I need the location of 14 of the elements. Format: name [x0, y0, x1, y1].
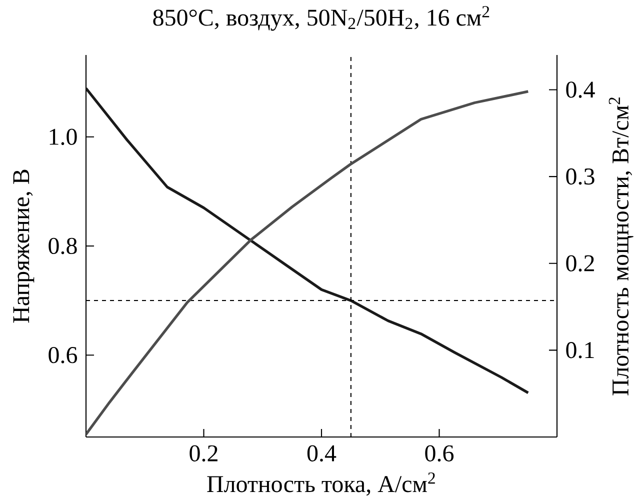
- y-axis-title: Напряжение, В: [13, 170, 34, 323]
- x-axis-title: Плотность тока, А/см$^{2}$: [207, 472, 435, 496]
- y-tick-label: 0.6: [48, 346, 78, 364]
- y2-tick-label: 0.1: [566, 342, 594, 358]
- x-tick-label: 0.2: [190, 445, 218, 462]
- y2-tick-label: 0.3: [566, 168, 594, 185]
- chart-title: 850°C, воздух, 50N$_{2}$/50H$_{2}$, 16 см$^{2}$: [153, 6, 490, 31]
- y-tick-label: 0.8: [48, 238, 77, 254]
- y-tick-label: 1.0: [50, 128, 77, 146]
- y2-tick-label: 0.4: [566, 82, 595, 98]
- y2-tick-label: 0.2: [566, 255, 594, 272]
- y2-axis-title: Плотность мощности, Вт/см$^{2}$: [608, 98, 634, 396]
- x-tick-label: 0.4: [307, 445, 336, 462]
- x-tick-label: 0.6: [425, 445, 454, 462]
